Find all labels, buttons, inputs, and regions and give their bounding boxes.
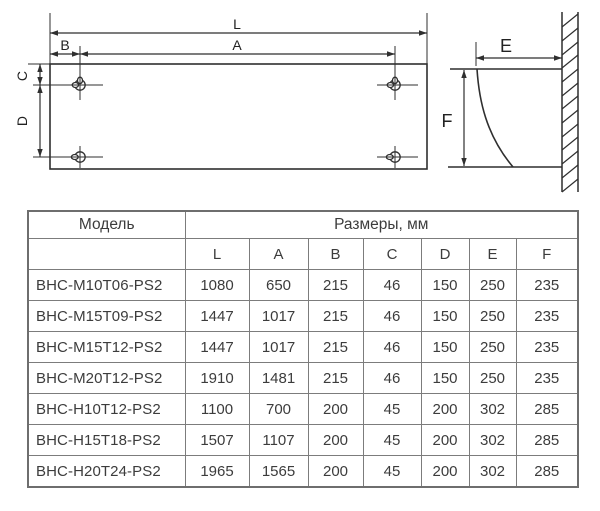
value-cell: 1017 xyxy=(248,331,309,363)
value-cell: 150 xyxy=(420,362,470,394)
value-cell: 1107 xyxy=(248,424,309,456)
value-cell: 1507 xyxy=(184,424,250,456)
model-cell: BHC-M15T09-PS2 xyxy=(27,300,186,332)
mounting-hole-top-right-icon xyxy=(386,76,401,91)
table-row: BHC-M20T12-PS2 1910 1481 215 46 150 250 … xyxy=(27,362,579,394)
value-cell: 1017 xyxy=(248,300,309,332)
col-header-E: E xyxy=(468,238,517,270)
table-row: BHC-H20T24-PS2 1965 1565 200 45 200 302 … xyxy=(27,455,579,488)
dim-label-A: A xyxy=(232,37,242,53)
col-header-B: B xyxy=(307,238,364,270)
value-cell: 200 xyxy=(307,393,364,425)
value-cell: 215 xyxy=(307,300,364,332)
value-cell: 285 xyxy=(515,393,579,425)
model-header-spacer xyxy=(27,238,186,270)
value-cell: 46 xyxy=(362,362,422,394)
value-cell: 200 xyxy=(307,455,364,488)
value-cell: 302 xyxy=(468,455,517,488)
value-cell: 235 xyxy=(515,331,579,363)
value-cell: 250 xyxy=(468,300,517,332)
value-cell: 235 xyxy=(515,362,579,394)
dim-label-F: F xyxy=(442,111,453,131)
value-cell: 46 xyxy=(362,331,422,363)
value-cell: 650 xyxy=(248,269,309,301)
spec-table: Модель Размеры, мм L A B C D E F BHC-M10… xyxy=(27,210,580,488)
col-header-F: F xyxy=(515,238,579,270)
dim-label-L: L xyxy=(233,16,241,32)
value-cell: 302 xyxy=(468,393,517,425)
dim-label-C: C xyxy=(14,71,30,81)
model-cell: BHC-H10T12-PS2 xyxy=(27,393,186,425)
table-row: BHC-M15T09-PS2 1447 1017 215 46 150 250 … xyxy=(27,300,579,332)
table-row: BHC-H10T12-PS2 1100 700 200 45 200 302 2… xyxy=(27,393,579,425)
value-cell: 150 xyxy=(420,269,470,301)
front-view: L A B C D xyxy=(14,13,428,170)
table-row: BHC-H15T18-PS2 1507 1107 200 45 200 302 … xyxy=(27,424,579,456)
value-cell: 235 xyxy=(515,269,579,301)
value-cell: 1910 xyxy=(184,362,250,394)
table-group-header-row: Модель Размеры, мм xyxy=(27,210,579,239)
value-cell: 1965 xyxy=(184,455,250,488)
wall-hatching xyxy=(561,12,579,193)
value-cell: 302 xyxy=(468,424,517,456)
model-cell: BHC-M15T12-PS2 xyxy=(27,331,186,363)
value-cell: 45 xyxy=(362,424,422,456)
value-cell: 215 xyxy=(307,269,364,301)
extension-lines xyxy=(28,13,428,168)
dimensions-group-header: Размеры, мм xyxy=(184,210,579,239)
table-row: BHC-M15T12-PS2 1447 1017 215 46 150 250 … xyxy=(27,331,579,363)
value-cell: 285 xyxy=(515,424,579,456)
model-cell: BHC-H15T18-PS2 xyxy=(27,424,186,456)
value-cell: 1565 xyxy=(248,455,309,488)
value-cell: 235 xyxy=(515,300,579,332)
value-cell: 250 xyxy=(468,331,517,363)
dim-label-B: B xyxy=(60,37,69,53)
value-cell: 1447 xyxy=(184,300,250,332)
value-cell: 285 xyxy=(515,455,579,488)
model-cell: BHC-H20T24-PS2 xyxy=(27,455,186,488)
value-cell: 1447 xyxy=(184,331,250,363)
dim-label-E: E xyxy=(500,36,512,56)
value-cell: 200 xyxy=(420,393,470,425)
value-cell: 200 xyxy=(420,455,470,488)
table-row: BHC-M10T06-PS2 1080 650 215 46 150 250 2… xyxy=(27,269,579,301)
col-header-L: L xyxy=(184,238,250,270)
value-cell: 200 xyxy=(307,424,364,456)
value-cell: 150 xyxy=(420,300,470,332)
mounting-hole-top-left-icon xyxy=(71,76,86,91)
value-cell: 200 xyxy=(420,424,470,456)
dimension-arrows xyxy=(37,30,427,157)
value-cell: 1481 xyxy=(248,362,309,394)
panel-outline xyxy=(49,63,428,170)
model-cell: BHC-M10T06-PS2 xyxy=(27,269,186,301)
unit-profile xyxy=(448,68,562,168)
value-cell: 215 xyxy=(307,362,364,394)
model-column-header: Модель xyxy=(27,210,186,239)
col-header-A: A xyxy=(248,238,309,270)
value-cell: 46 xyxy=(362,269,422,301)
value-cell: 215 xyxy=(307,331,364,363)
dimension-lines xyxy=(39,32,427,157)
side-dimension-lines xyxy=(463,57,562,166)
side-view: E F xyxy=(442,12,579,193)
model-cell: BHC-M20T12-PS2 xyxy=(27,362,186,394)
col-header-D: D xyxy=(420,238,470,270)
table-columns-header-row: L A B C D E F xyxy=(27,238,579,270)
value-cell: 1100 xyxy=(184,393,250,425)
value-cell: 250 xyxy=(468,362,517,394)
col-header-C: C xyxy=(362,238,422,270)
value-cell: 1080 xyxy=(184,269,250,301)
side-dimension-arrows xyxy=(461,55,562,166)
value-cell: 46 xyxy=(362,300,422,332)
value-cell: 700 xyxy=(248,393,309,425)
value-cell: 45 xyxy=(362,455,422,488)
value-cell: 250 xyxy=(468,269,517,301)
value-cell: 45 xyxy=(362,393,422,425)
dimension-drawing: L A B C D xyxy=(14,12,579,193)
value-cell: 150 xyxy=(420,331,470,363)
dim-label-D: D xyxy=(14,116,30,126)
